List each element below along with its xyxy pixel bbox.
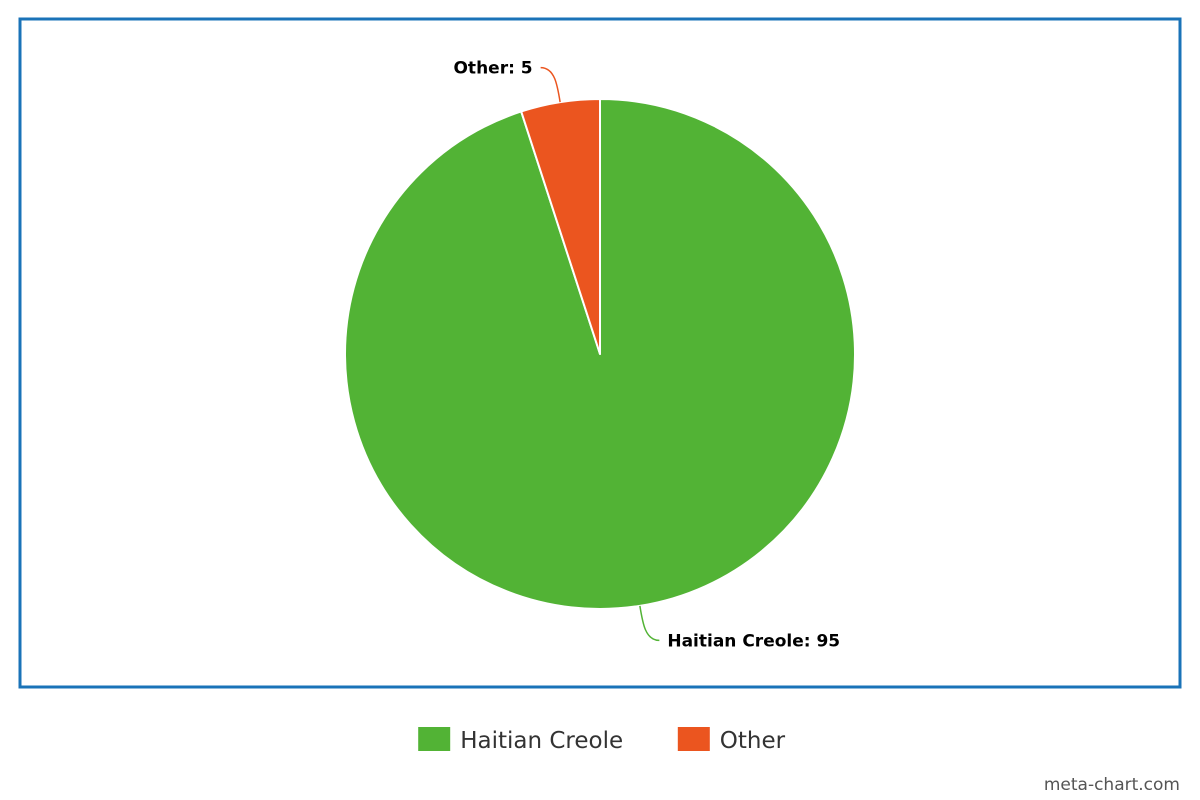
label-connectors	[540, 66, 660, 642]
label-connector-other	[540, 66, 561, 103]
label-connector-haitian-creole	[639, 605, 660, 642]
legend-item-other[interactable]: Other	[677, 727, 786, 754]
data-labels: Haitian Creole: 95 Other: 5	[453, 59, 840, 652]
data-label-other: Other: 5	[453, 59, 532, 79]
legend: Haitian Creole Other	[418, 727, 786, 754]
credit-text: meta-chart.com	[1044, 775, 1180, 795]
legend-swatch-haitian-creole	[418, 727, 451, 751]
legend-swatch-other	[677, 727, 710, 751]
pie-slice-other[interactable]	[520, 98, 601, 355]
legend-label-other: Other	[720, 728, 786, 754]
legend-label-haitian-creole: Haitian Creole	[460, 728, 623, 754]
data-label-haitian-creole: Haitian Creole: 95	[667, 631, 840, 651]
pie-slice-haitian-creole[interactable]	[344, 98, 856, 610]
pie-slices	[344, 98, 856, 610]
legend-item-haitian-creole[interactable]: Haitian Creole	[418, 727, 623, 754]
